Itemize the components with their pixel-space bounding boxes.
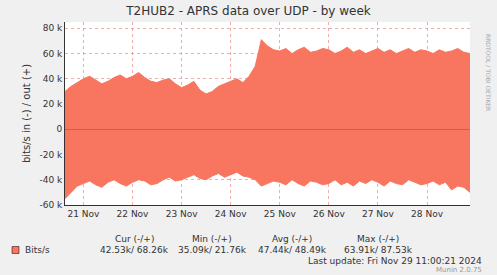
svg-text:23 Nov: 23 Nov xyxy=(166,209,199,219)
svg-text:0: 0 xyxy=(56,124,62,134)
svg-text:Last update: Fri Nov 29 11:00:: Last update: Fri Nov 29 11:00:21 2024 xyxy=(308,256,482,266)
svg-text:Bits/s: Bits/s xyxy=(25,245,50,255)
svg-text:47.44k/ 48.49k: 47.44k/ 48.49k xyxy=(258,245,327,255)
svg-text:RRDTOOL / TOBI OETIKER: RRDTOOL / TOBI OETIKER xyxy=(485,34,492,111)
svg-text:Min (-/+): Min (-/+) xyxy=(192,234,232,244)
svg-text:bits/s in (-) / out (+): bits/s in (-) / out (+) xyxy=(21,64,32,163)
svg-text:22 Nov: 22 Nov xyxy=(117,209,150,219)
svg-text:21 Nov: 21 Nov xyxy=(67,209,100,219)
svg-text:Avg (-/+): Avg (-/+) xyxy=(272,234,312,244)
svg-text:-60 k: -60 k xyxy=(39,200,63,210)
svg-text:42.53k/ 68.26k: 42.53k/ 68.26k xyxy=(100,245,169,255)
svg-text:24 Nov: 24 Nov xyxy=(215,209,248,219)
svg-text:25 Nov: 25 Nov xyxy=(264,209,297,219)
svg-text:Munin 2.0.75: Munin 2.0.75 xyxy=(436,266,482,274)
svg-text:27 Nov: 27 Nov xyxy=(362,209,395,219)
svg-text:Cur (-/+): Cur (-/+) xyxy=(115,234,154,244)
svg-text:63.91k/ 87.53k: 63.91k/ 87.53k xyxy=(344,245,413,255)
svg-text:35.09k/ 21.76k: 35.09k/ 21.76k xyxy=(178,245,247,255)
svg-text:20 k: 20 k xyxy=(43,99,63,109)
svg-text:T2HUB2 - APRS data over UDP -: T2HUB2 - APRS data over UDP - by week xyxy=(125,4,371,18)
svg-text:60 k: 60 k xyxy=(43,49,63,59)
svg-text:-40 k: -40 k xyxy=(39,175,63,185)
svg-text:-20 k: -20 k xyxy=(39,150,63,160)
svg-text:40 k: 40 k xyxy=(43,74,63,84)
svg-text:26 Nov: 26 Nov xyxy=(313,209,346,219)
svg-text:28 Nov: 28 Nov xyxy=(411,209,444,219)
svg-text:Max (-/+): Max (-/+) xyxy=(357,234,399,244)
svg-text:80 k: 80 k xyxy=(43,23,63,33)
